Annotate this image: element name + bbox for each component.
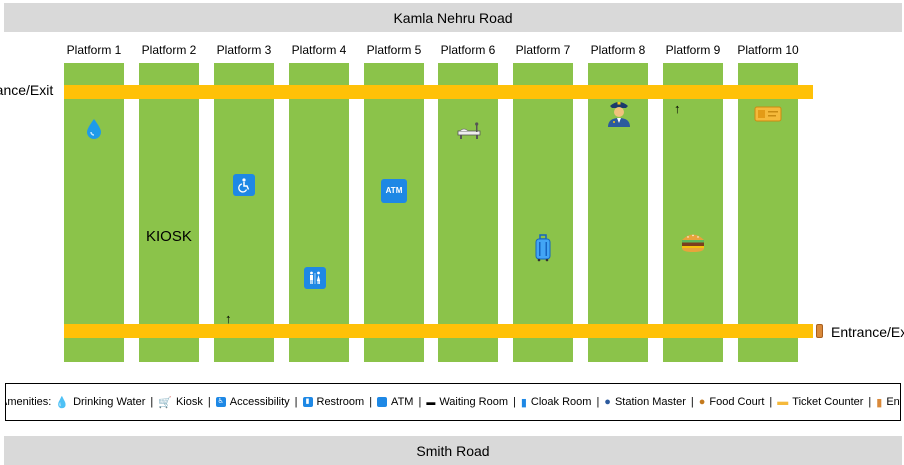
legend-item-ticket-counter: ▬ Ticket Counter (777, 396, 863, 408)
bottom-road: Smith Road (4, 436, 902, 465)
accessibility-icon[interactable] (233, 174, 255, 196)
food-court-icon[interactable] (680, 231, 706, 253)
door-icon: ▮ (876, 396, 883, 409)
platform-1-label: Platform 1 (66, 43, 122, 57)
platform-8-label: Platform 8 (590, 43, 646, 57)
bottom-road-label: Smith Road (416, 442, 490, 459)
platform-4[interactable] (289, 63, 349, 362)
legend-separator: | (294, 396, 298, 408)
top-walkway[interactable] (64, 85, 813, 99)
escalator-arrow-icon[interactable]: ↑ (225, 311, 232, 326)
legend-item-kiosk: 🛒 Kiosk (158, 396, 203, 409)
legend-separator: | (369, 396, 373, 408)
platform-6-label: Platform 6 (440, 43, 496, 57)
platform-3[interactable] (214, 63, 274, 362)
platform-6[interactable] (438, 63, 498, 362)
ticket-icon: ▬ (777, 396, 789, 408)
platform-7[interactable] (513, 63, 573, 362)
platform-2[interactable] (139, 63, 199, 362)
legend-label: Kiosk (175, 396, 203, 408)
legend-label: ATM (391, 396, 414, 408)
top-road: Kamla Nehru Road (4, 3, 902, 32)
legend-item-accessibility: ♿ Accessibility (215, 396, 290, 408)
legend-separator: | (868, 396, 872, 408)
luggage-icon: ▮ (520, 396, 527, 409)
waiting-room-icon[interactable] (456, 122, 484, 140)
platform-5[interactable] (364, 63, 424, 362)
legend-separator: | (596, 396, 600, 408)
legend-label: Waiting Room (439, 396, 508, 408)
station-master-icon[interactable] (605, 98, 633, 128)
platform-7-label: Platform 7 (515, 43, 571, 57)
legend-separator: | (207, 396, 211, 408)
amenities-legend: Amenities: 💧 Drinking Water | 🛒 Kiosk | … (5, 383, 901, 421)
restroom-icon: ▮ (302, 397, 313, 407)
top-entrance-text: Entrance/Exit (0, 82, 54, 98)
escalator-arrow-icon[interactable]: ↑ (674, 101, 681, 116)
door-icon (816, 324, 823, 338)
legend-item-entrance: ▮ Entrance (876, 396, 900, 409)
legend-item-food-court: ● Food Court (699, 396, 765, 408)
ticket-counter-icon[interactable] (754, 106, 782, 122)
platform-2-label: Platform 2 (141, 43, 197, 57)
kiosk-label[interactable]: KIOSK (146, 228, 192, 245)
legend-separator: | (769, 396, 773, 408)
restroom-icon[interactable] (304, 267, 326, 289)
legend-label: Accessibility (229, 396, 290, 408)
cloak-room-icon[interactable] (533, 234, 553, 262)
legend-label: Food Court (709, 396, 765, 408)
drinking-water-icon[interactable] (86, 118, 102, 140)
platform-9[interactable] (663, 63, 723, 362)
legend-separator: | (512, 396, 516, 408)
legend-label: Restroom (316, 396, 365, 408)
legend-item-cloak-room: ▮ Cloak Room (521, 396, 592, 409)
station-master-icon: ● (604, 396, 611, 408)
cart-icon: 🛒 (158, 396, 172, 409)
atm-icon (377, 397, 388, 407)
legend-track: Amenities: 💧 Drinking Water | 🛒 Kiosk | … (5, 396, 900, 409)
legend-item-station-master: ● Station Master (604, 396, 686, 408)
legend-separator: | (150, 396, 154, 408)
top-road-label: Kamla Nehru Road (393, 9, 513, 26)
platform-5-label: Platform 5 (366, 43, 422, 57)
top-entrance-label: Entrance/Exit (0, 82, 77, 98)
legend-prefix: Amenities: (5, 396, 52, 408)
drinking-water-icon: 💧 (55, 396, 70, 409)
legend-separator: | (690, 396, 694, 408)
legend-item-drinking-water: 💧 Drinking Water (55, 396, 145, 409)
platform-9-label: Platform 9 (665, 43, 721, 57)
accessibility-icon: ♿ (215, 397, 226, 407)
platform-4-label: Platform 4 (291, 43, 347, 57)
legend-label: Cloak Room (530, 396, 592, 408)
legend-separator: | (418, 396, 422, 408)
platform-1[interactable] (64, 63, 124, 362)
legend-item-waiting-room: ▬ Waiting Room (426, 396, 508, 408)
waiting-room-icon: ▬ (426, 397, 436, 407)
platform-3-label: Platform 3 (216, 43, 272, 57)
platform-10-label: Platform 10 (737, 43, 799, 57)
atm-icon[interactable]: ATM (381, 179, 407, 203)
bottom-entrance-label: Entrance/Exit (831, 324, 904, 340)
burger-icon: ● (698, 396, 706, 408)
legend-label: Station Master (614, 396, 686, 408)
legend-item-restroom: ▮ Restroom (302, 396, 365, 408)
legend-label: Ticket Counter (792, 396, 864, 408)
bottom-walkway[interactable] (64, 324, 813, 338)
legend-label: Entrance (886, 396, 900, 408)
legend-label: Drinking Water (73, 396, 146, 408)
legend-item-atm: ATM (377, 396, 413, 408)
